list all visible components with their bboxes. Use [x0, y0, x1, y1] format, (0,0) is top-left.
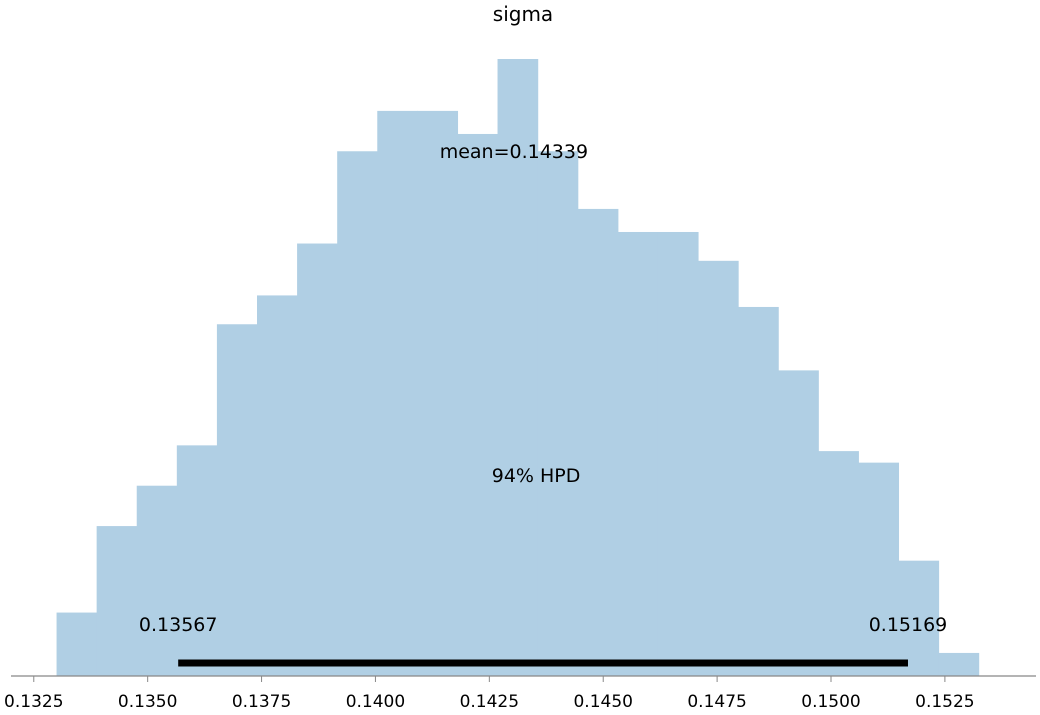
- histogram-bar: [617, 231, 659, 676]
- x-tick-label: 0.1500: [801, 692, 860, 712]
- histogram-bar: [697, 260, 739, 676]
- histogram-bar: [417, 110, 459, 676]
- x-tick-label: 0.1475: [687, 692, 746, 712]
- histogram-bar: [136, 485, 178, 676]
- histogram-bar: [96, 526, 138, 676]
- histogram-bar: [898, 560, 940, 676]
- histogram-bars: [56, 59, 980, 676]
- histogram-bar: [457, 133, 499, 676]
- x-tick-label: 0.1375: [232, 692, 291, 712]
- histogram-bar: [377, 110, 418, 676]
- histogram-bar: [337, 151, 378, 676]
- hpd-high-label: 0.15169: [869, 614, 948, 636]
- histogram-bar: [577, 208, 619, 676]
- hpd-label: 94% HPD: [492, 465, 581, 487]
- x-tick-label: 0.1350: [118, 692, 177, 712]
- x-tick-label: 0.1400: [346, 692, 405, 712]
- histogram-bar: [818, 451, 859, 676]
- histogram-bar: [738, 306, 779, 676]
- x-tick-label: 0.1525: [915, 692, 974, 712]
- x-tick-label: 0.1425: [460, 692, 519, 712]
- x-tick-label: 0.1450: [573, 692, 632, 712]
- mean-label: mean=0.14339: [440, 141, 588, 163]
- histogram-bar: [176, 445, 218, 676]
- histogram-bar: [858, 462, 900, 676]
- histogram-bar: [257, 295, 298, 676]
- chart-title: sigma: [493, 2, 553, 26]
- histogram-bar: [657, 231, 699, 676]
- x-axis-ticks: 0.1325 0.1350 0.1375 0.1400 0.1425 0.1450 0.14…: [4, 676, 975, 712]
- histogram-bar: [216, 324, 258, 676]
- x-tick-label: 0.1325: [4, 692, 63, 712]
- histogram-bar: [778, 370, 819, 676]
- histogram-bar: [297, 243, 338, 676]
- histogram-bar: [537, 151, 579, 676]
- histogram-bar: [938, 652, 980, 676]
- histogram-bar: [497, 59, 539, 676]
- histogram-bar: [56, 612, 98, 676]
- hpd-low-label: 0.13567: [139, 614, 218, 636]
